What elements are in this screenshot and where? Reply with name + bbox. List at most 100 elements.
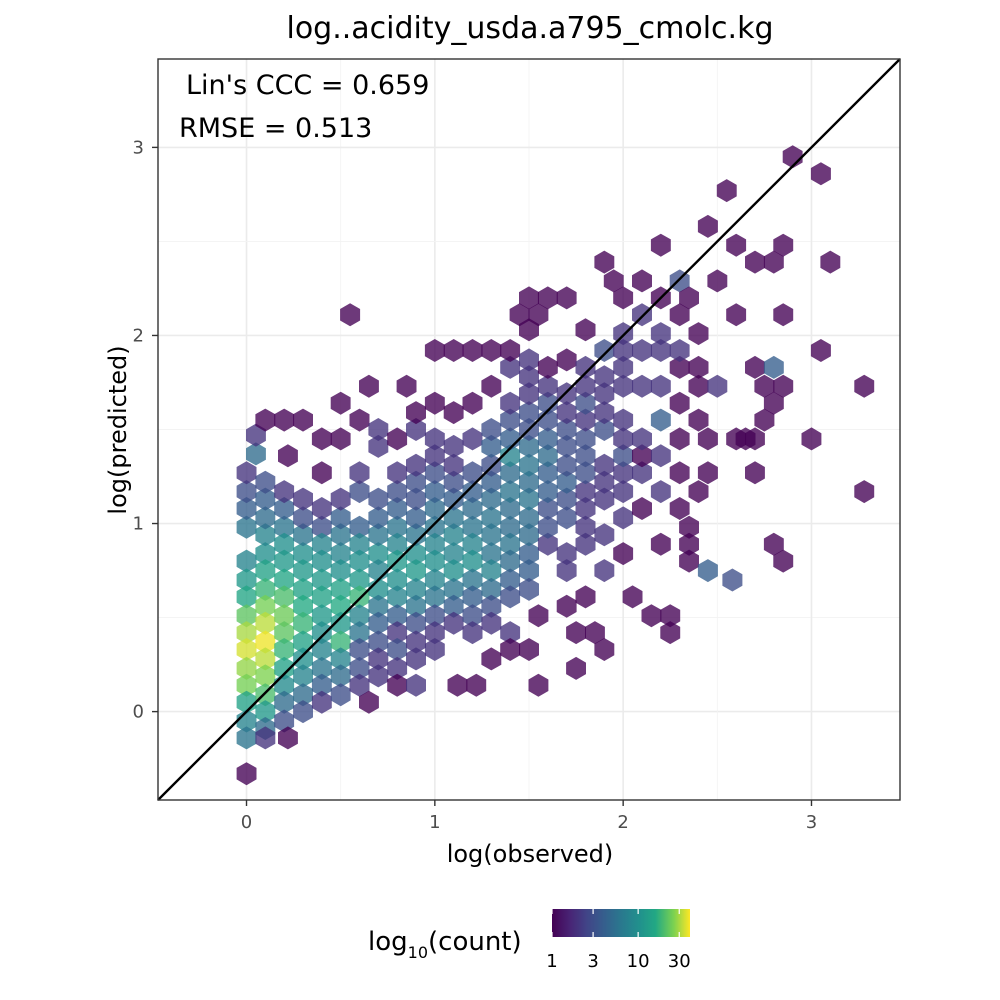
hexbin-cell: [311, 690, 332, 714]
hexbin-cell: [519, 382, 539, 406]
hexbin-cell: [519, 559, 539, 583]
hexbin-cell: [519, 638, 539, 661]
hexbin-cell: [387, 480, 408, 504]
hexbin-cell: [594, 470, 615, 494]
hexbin-cell: [255, 470, 276, 494]
hexbin-cell: [575, 374, 596, 398]
hexbin-cell: [368, 630, 389, 654]
legend-tick-label: 10: [627, 951, 650, 972]
hexbin-cell: [349, 480, 370, 504]
hexbin-cell: [519, 365, 539, 389]
hexbin-cell: [585, 621, 605, 645]
hexbin-cell: [255, 577, 276, 601]
y-axis-ticks: 0 1 2 3: [133, 137, 158, 723]
hexbin-cell: [462, 339, 483, 362]
hexbin-cell: [481, 487, 502, 511]
hexbin-cell: [406, 523, 426, 547]
hexbin-cell: [236, 673, 257, 697]
legend: log10(count) 1 3 10 30: [368, 909, 691, 972]
hexbin-cell: [246, 423, 266, 447]
hexbin-cell: [330, 542, 351, 566]
hexbin-cell: [575, 391, 596, 415]
hexbin-cell: [500, 339, 521, 362]
hexbin-cell: [500, 355, 521, 379]
hexbin-cell: [330, 664, 351, 688]
hexbin-cell: [255, 647, 276, 671]
hexbin-cell: [340, 303, 361, 327]
hexbin-cell: [443, 506, 464, 530]
hexbin-cell: [387, 656, 408, 680]
hexbin-cell: [613, 408, 634, 432]
hexbin-cell: [387, 532, 408, 556]
hexbin-cell: [594, 382, 615, 406]
hexbin-cell: [519, 523, 539, 547]
y-axis-title: log(predicted): [104, 345, 132, 514]
hexbin-cell: [368, 664, 389, 688]
hexbin-cell: [349, 568, 370, 592]
hexbin-cell: [575, 318, 596, 342]
hexbin-cell: [726, 233, 747, 257]
hexbin-cell: [406, 487, 426, 511]
hexbin-cell: [330, 487, 351, 511]
hexbin-cell: [311, 638, 332, 661]
hexbin-cell: [575, 408, 596, 432]
hexbin-cell: [528, 673, 549, 697]
hexbin-cell: [330, 559, 351, 583]
hexbin-cell: [594, 250, 615, 274]
hexbin-cell: [632, 497, 652, 520]
hexbin-cell: [650, 322, 671, 346]
hexbin-cell: [820, 250, 841, 274]
hexbin-cell: [387, 621, 408, 645]
hexbin-cell: [763, 355, 784, 379]
hexbin-cell: [537, 427, 558, 451]
hexbin-cell: [255, 559, 276, 583]
hexbin-cell: [613, 339, 634, 362]
legend-tick-label: 30: [668, 951, 691, 972]
hexbin-cell: [406, 453, 426, 477]
hexbin-cell: [349, 532, 370, 556]
hexbin-cell: [236, 638, 257, 661]
hexbin-cell: [754, 408, 775, 432]
hexbin-cell: [255, 487, 276, 511]
hexbin-cell: [349, 673, 370, 697]
hexbin-cell: [481, 470, 502, 494]
hexbin-cell: [575, 515, 596, 539]
hexbin-cell: [311, 568, 332, 592]
hexbin-cell: [697, 559, 718, 583]
hexbin-cell: [406, 673, 426, 697]
hexbin-cell: [688, 408, 709, 432]
x-tick-label: 3: [806, 812, 817, 833]
hexbin-cell: [255, 726, 276, 750]
hexbin-cell: [594, 487, 615, 511]
hexbin-cell: [274, 532, 295, 556]
hexbin-cell: [519, 487, 539, 511]
hexbin-cell: [519, 506, 539, 530]
hexbin-cell: [311, 461, 332, 485]
hexbin-cell: [650, 233, 671, 257]
hexbin-cell: [424, 604, 445, 628]
hexbin-cell: [406, 401, 426, 425]
hexbin-cell: [293, 664, 313, 688]
hexbin-cell: [745, 461, 765, 485]
hexbin-cell: [349, 604, 370, 628]
hexbin-cell: [481, 434, 502, 458]
hexbin-cell: [424, 621, 445, 645]
hexbin-cell: [660, 621, 681, 645]
hexbin-cell: [387, 515, 408, 539]
hexbin-cell: [500, 408, 521, 432]
hexbin-cell: [424, 515, 445, 539]
hexbin-cell: [462, 427, 483, 451]
hexbin-cell: [236, 568, 257, 592]
hexbin-cell: [330, 611, 351, 635]
hexbin-cell: [293, 700, 313, 724]
hexbin-cell: [632, 269, 652, 293]
hexbin-cell: [349, 408, 370, 432]
hexbin-cell: [537, 444, 558, 468]
hexbin-cell: [556, 453, 577, 477]
hexbin-cell: [763, 532, 784, 556]
hexbin-cell: [443, 339, 464, 362]
hexbin-cell: [481, 647, 502, 671]
hexbin-cell: [406, 630, 426, 654]
hexbin-cell: [669, 339, 690, 362]
